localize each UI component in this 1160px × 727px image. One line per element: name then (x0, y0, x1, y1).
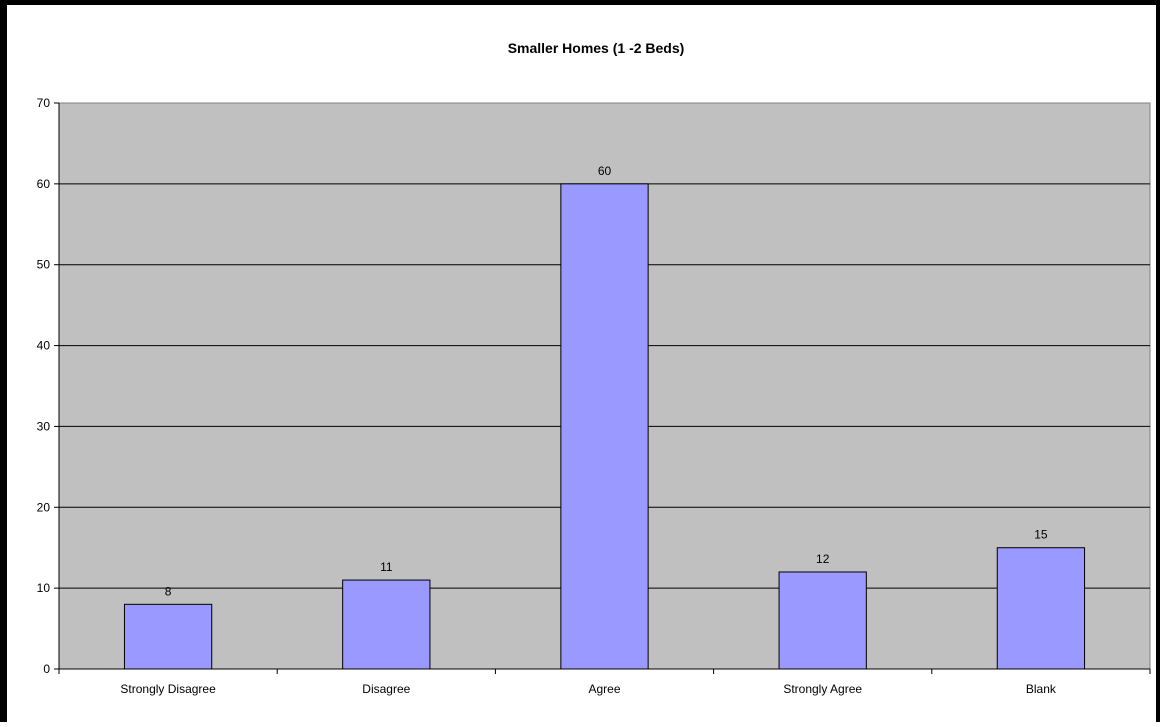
bar-strongly-disagree (123, 603, 213, 670)
bar-agree (560, 183, 649, 670)
x-tick-label: Blank (1026, 682, 1057, 696)
x-tick-label: Strongly Agree (783, 682, 862, 696)
top-border (0, 0, 1160, 5)
y-tick-label: 0 (43, 662, 50, 676)
y-tick-label: 40 (37, 339, 51, 353)
y-tick-label: 10 (37, 581, 51, 595)
bar-strongly-agree (778, 571, 867, 670)
y-tick-label: 70 (37, 96, 51, 110)
right-border (1156, 0, 1160, 722)
y-tick-label: 20 (37, 500, 51, 514)
data-label: 60 (598, 164, 612, 178)
x-tick-label: Strongly Disagree (120, 682, 216, 696)
bar-disagree (342, 579, 431, 670)
data-label: 12 (816, 552, 830, 566)
y-tick-label: 30 (37, 419, 51, 433)
x-tick-label: Disagree (362, 682, 410, 696)
chart-title: Smaller Homes (1 -2 Beds) (508, 40, 685, 56)
data-label: 11 (380, 560, 393, 574)
y-tick-label: 60 (37, 177, 51, 191)
data-label: 15 (1034, 528, 1048, 542)
y-tick-label: 50 (37, 258, 51, 272)
left-border (0, 0, 7, 722)
bar-blank (996, 547, 1086, 670)
x-tick-label: Agree (588, 682, 620, 696)
data-label: 8 (165, 584, 172, 598)
